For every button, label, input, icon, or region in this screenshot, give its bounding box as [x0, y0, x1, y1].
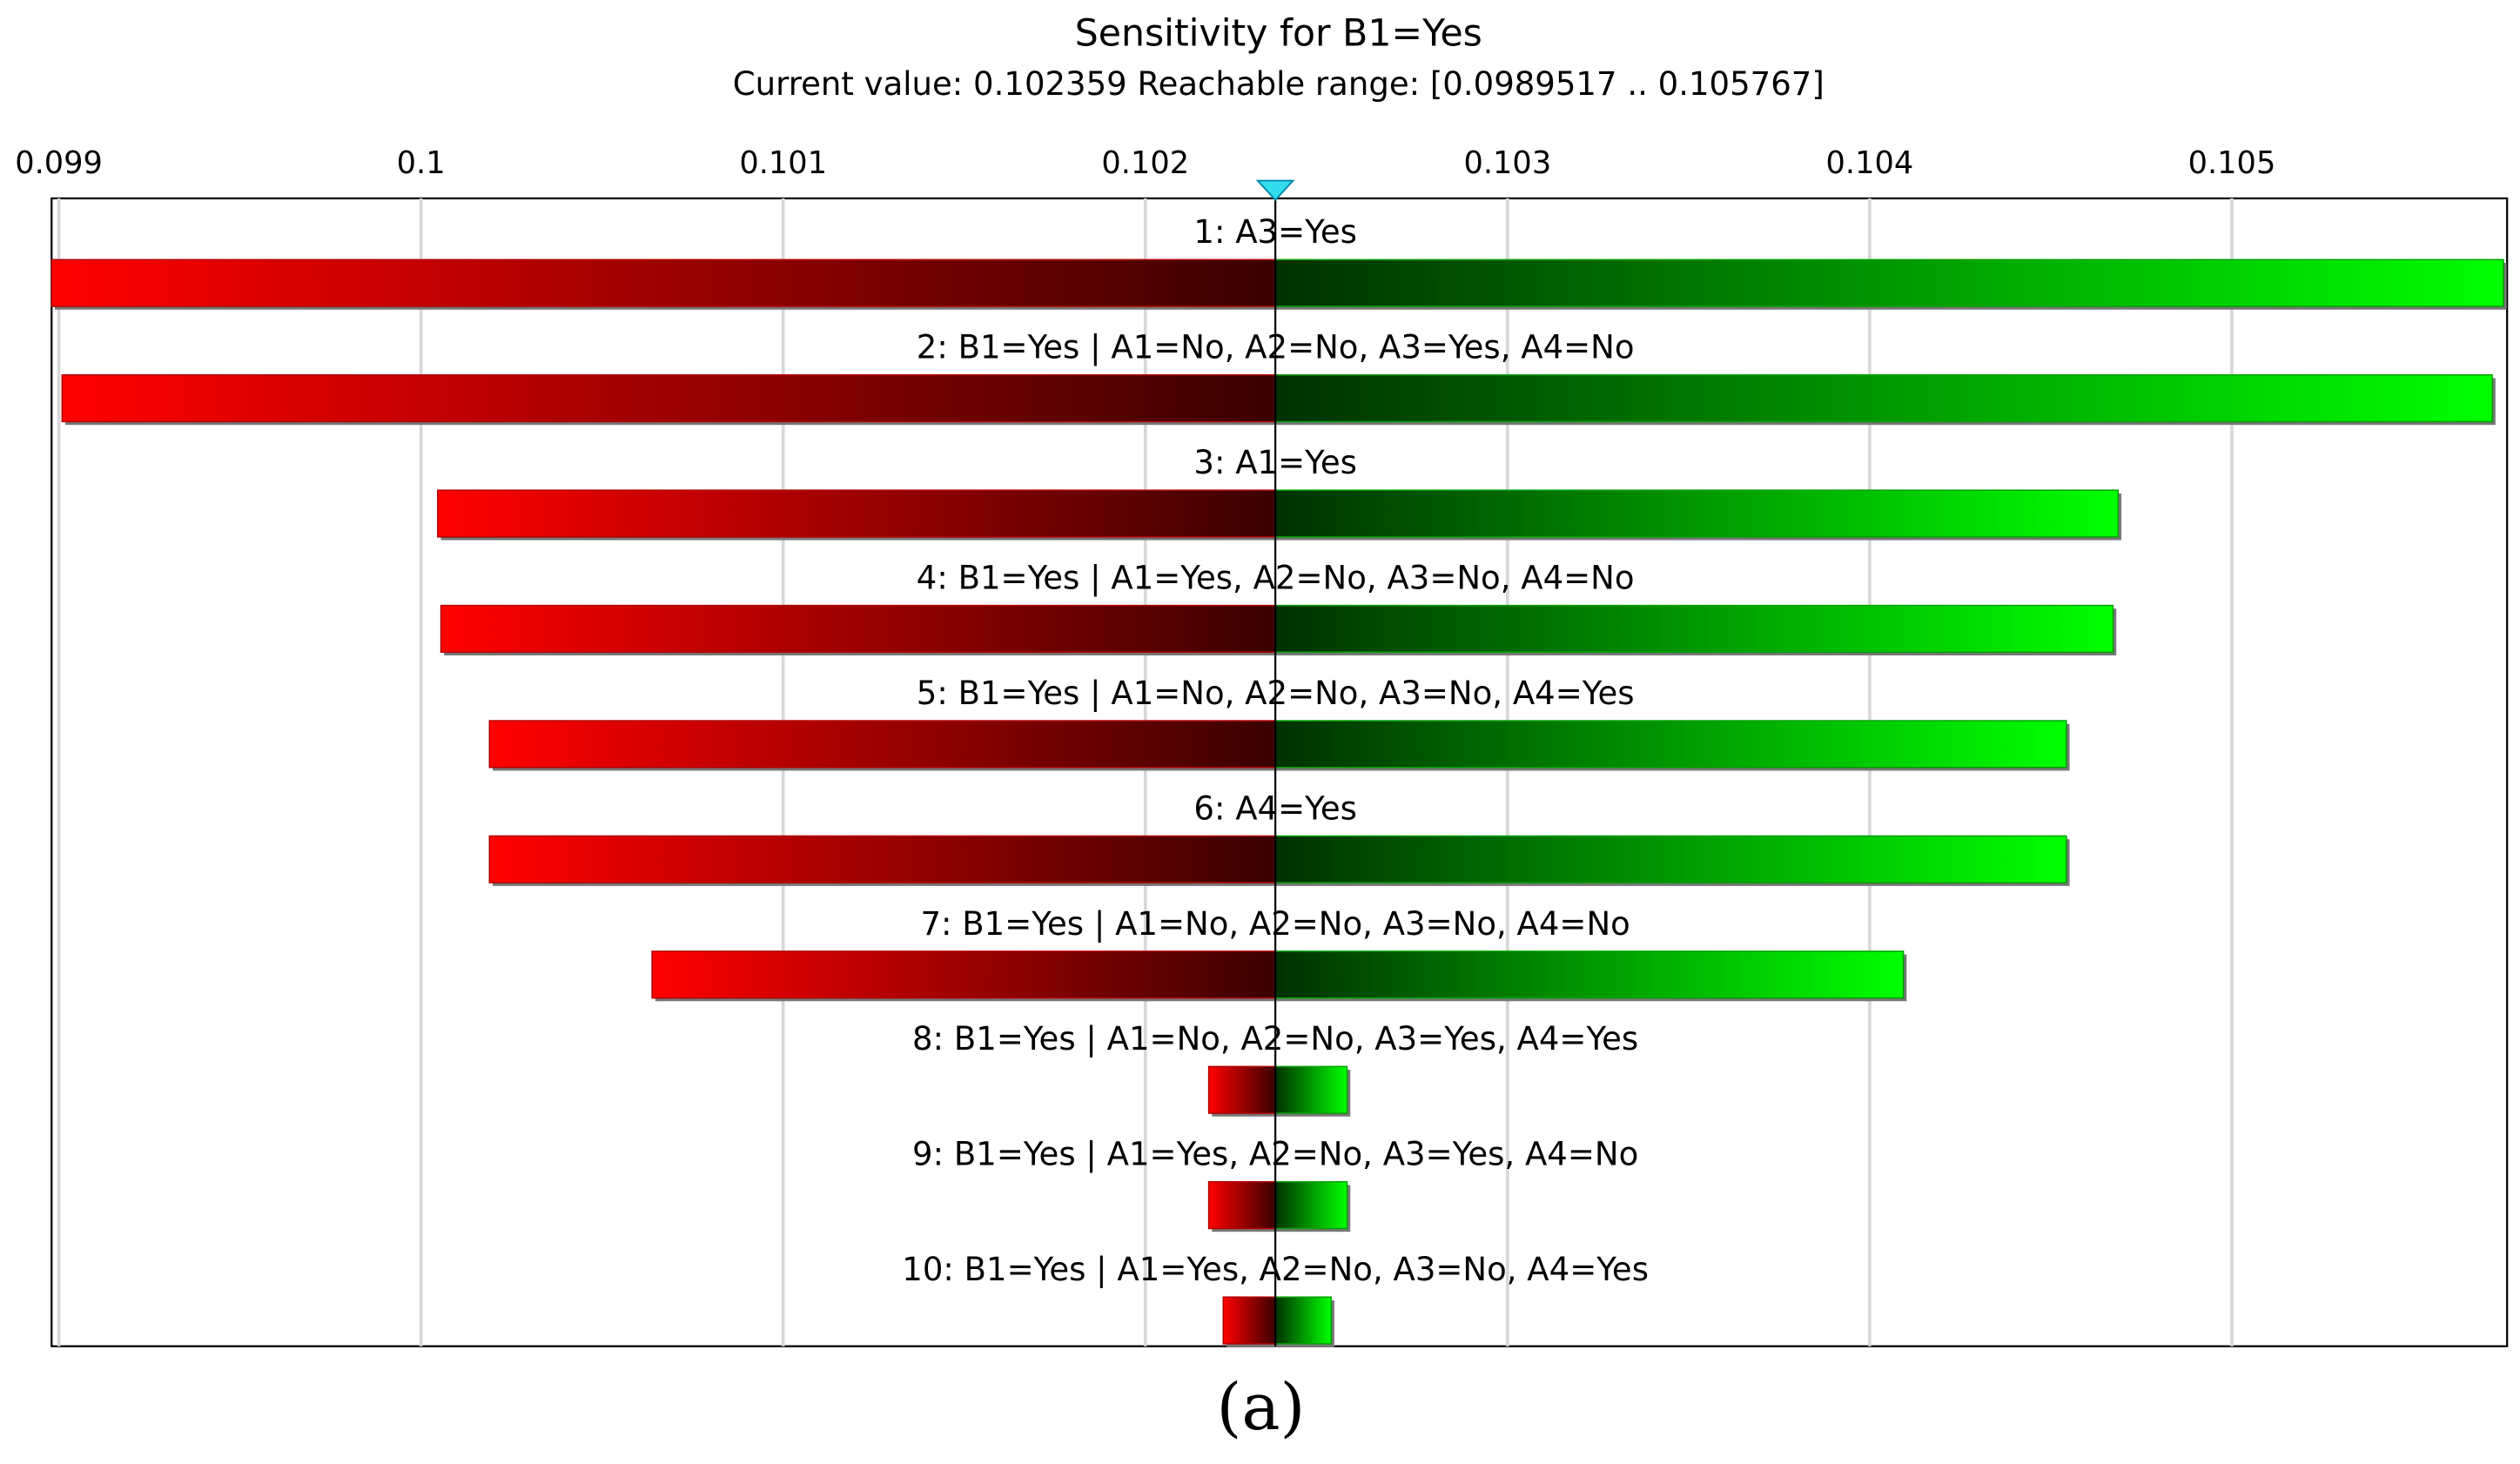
x-tick-label: 0.1	[397, 145, 446, 181]
bar-low	[1207, 1181, 1276, 1230]
x-tick-label: 0.104	[1826, 145, 1914, 181]
x-tick-label: 0.105	[2188, 145, 2276, 181]
bar-low	[1207, 1065, 1276, 1114]
bar-low	[488, 835, 1276, 883]
bar-low	[488, 720, 1276, 769]
bar-low	[61, 373, 1276, 423]
x-tick-label: 0.101	[739, 145, 827, 181]
bar-high	[1274, 950, 1905, 999]
bar-high	[1274, 1296, 1332, 1345]
bar-high	[1274, 373, 2493, 423]
bar-low	[651, 950, 1276, 999]
bar-high	[1274, 835, 2067, 883]
bar-low	[437, 489, 1276, 538]
bar-high	[1274, 259, 2504, 307]
chart-subtitle: Current value: 0.102359 Reachable range:…	[733, 65, 1824, 103]
x-tick-label: 0.099	[15, 145, 103, 181]
bar-high	[1274, 1065, 1348, 1114]
caption: (a)	[1216, 1370, 1305, 1445]
bar-high	[1274, 720, 2067, 769]
x-tick-label: 0.103	[1463, 145, 1551, 181]
bar-high	[1274, 604, 2114, 654]
chart-title: Sensitivity for B1=Yes	[1075, 11, 1482, 55]
bar-low	[440, 604, 1276, 654]
bar-high	[1274, 489, 2120, 538]
bar-high	[1274, 1181, 1348, 1230]
x-tick-label: 0.102	[1101, 145, 1189, 181]
bar-low	[50, 259, 1276, 307]
current-marker	[1255, 179, 1295, 202]
bar-low	[1222, 1296, 1276, 1345]
